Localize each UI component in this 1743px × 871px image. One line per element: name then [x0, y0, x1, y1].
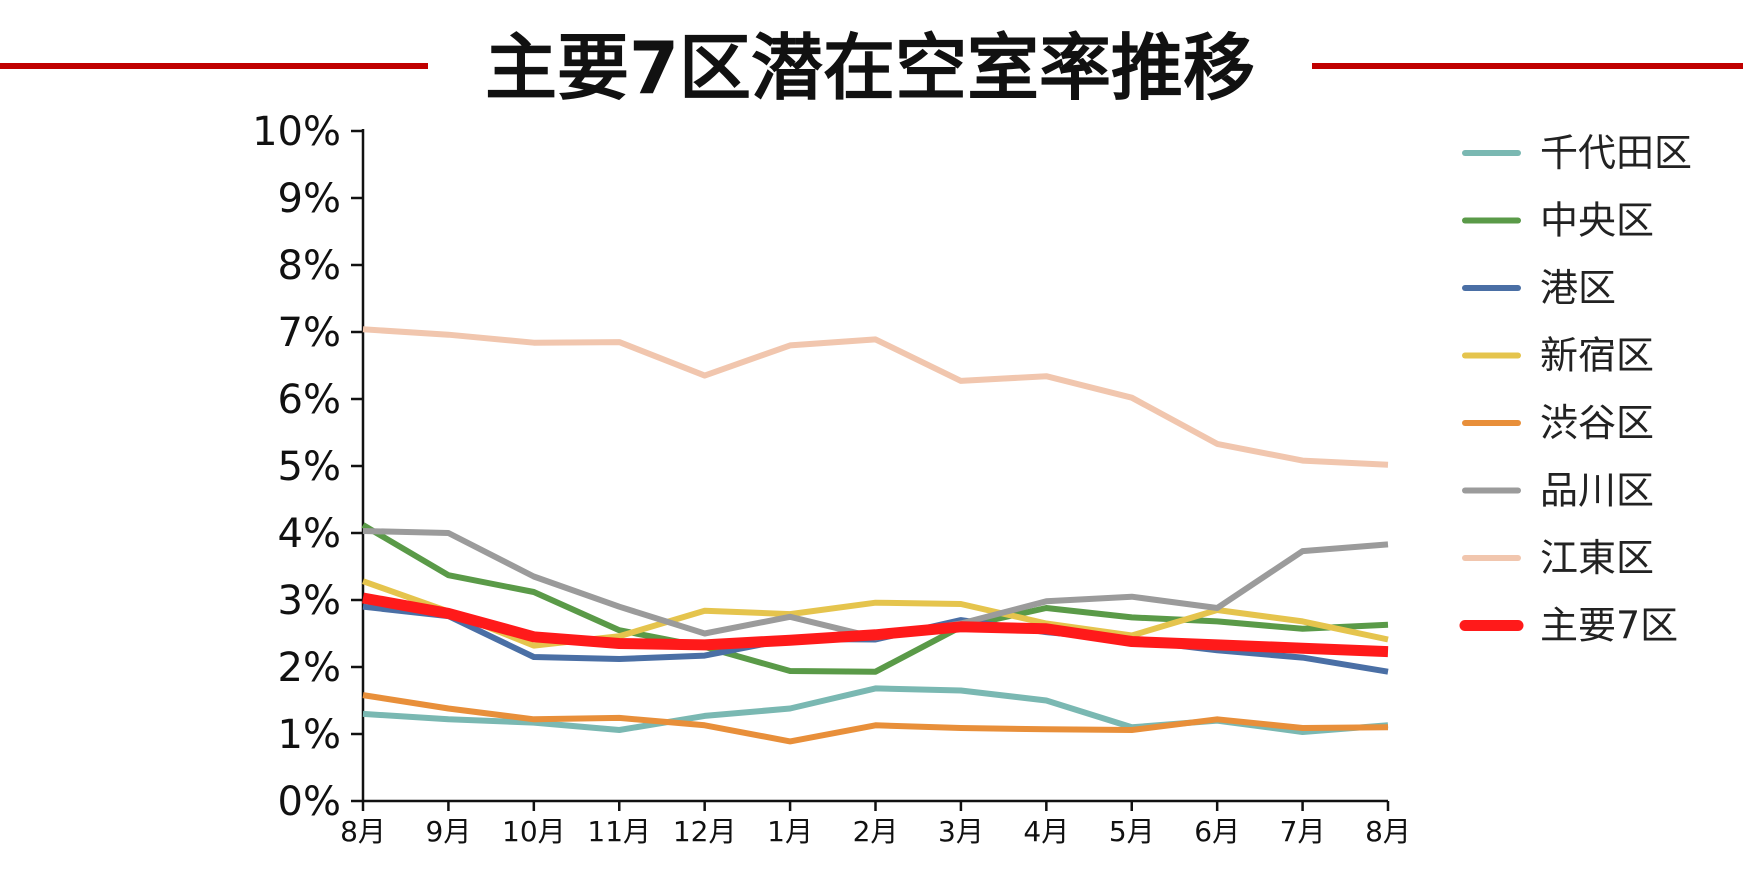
y-tick-label: 9% — [278, 176, 341, 222]
x-tick-label: 8月 — [1365, 815, 1411, 848]
x-tick-label: 5月 — [1109, 815, 1155, 848]
legend-label: 港区 — [1540, 266, 1616, 310]
x-tick-label: 7月 — [1280, 815, 1326, 848]
x-tick-label: 11月 — [587, 815, 651, 848]
legend-label: 主要7区 — [1540, 604, 1678, 648]
y-tick-label: 10% — [252, 109, 341, 155]
series-line — [362, 326, 1389, 468]
x-tick-label: 6月 — [1194, 815, 1240, 848]
y-tick-label: 2% — [278, 645, 341, 691]
x-tick-label: 2月 — [853, 815, 899, 848]
x-tick-label: 12月 — [673, 815, 737, 848]
x-tick-label: 8月 — [340, 815, 386, 848]
y-tick-label: 0% — [278, 779, 341, 825]
y-tick-label: 8% — [278, 243, 341, 289]
x-tick-label: 10月 — [502, 815, 566, 848]
legend-label: 中央区 — [1540, 199, 1654, 243]
series-lines — [361, 326, 1389, 745]
axes: 0% 1% 2% 3% 4% 5% 6% 7% 8% 9% 10% 8月 9月 10月 11月 12月 1月 2月… — [252, 109, 1411, 848]
series-line — [362, 592, 1389, 658]
x-tick-label: 9月 — [426, 815, 472, 848]
x-tick-label: 4月 — [1023, 815, 1069, 848]
series-line — [362, 692, 1389, 745]
legend-label: 新宿区 — [1540, 334, 1654, 378]
x-tick-label: 3月 — [938, 815, 984, 848]
x-tick-label: 1月 — [767, 815, 813, 848]
y-tick-label: 3% — [278, 578, 341, 624]
y-tick-label: 1% — [278, 712, 341, 758]
legend-label: 江東区 — [1540, 536, 1654, 580]
legend-label: 品川区 — [1540, 469, 1654, 513]
chart-title: 主要7区潜在空室率推移 — [485, 26, 1255, 110]
series-line — [361, 522, 1389, 675]
y-tick-label: 5% — [278, 444, 341, 490]
legend-label: 千代田区 — [1540, 131, 1692, 175]
y-tick-label: 6% — [278, 377, 341, 423]
y-tick-label: 7% — [278, 310, 341, 356]
legend-label: 渋谷区 — [1540, 401, 1654, 445]
y-tick-label: 4% — [278, 511, 341, 557]
